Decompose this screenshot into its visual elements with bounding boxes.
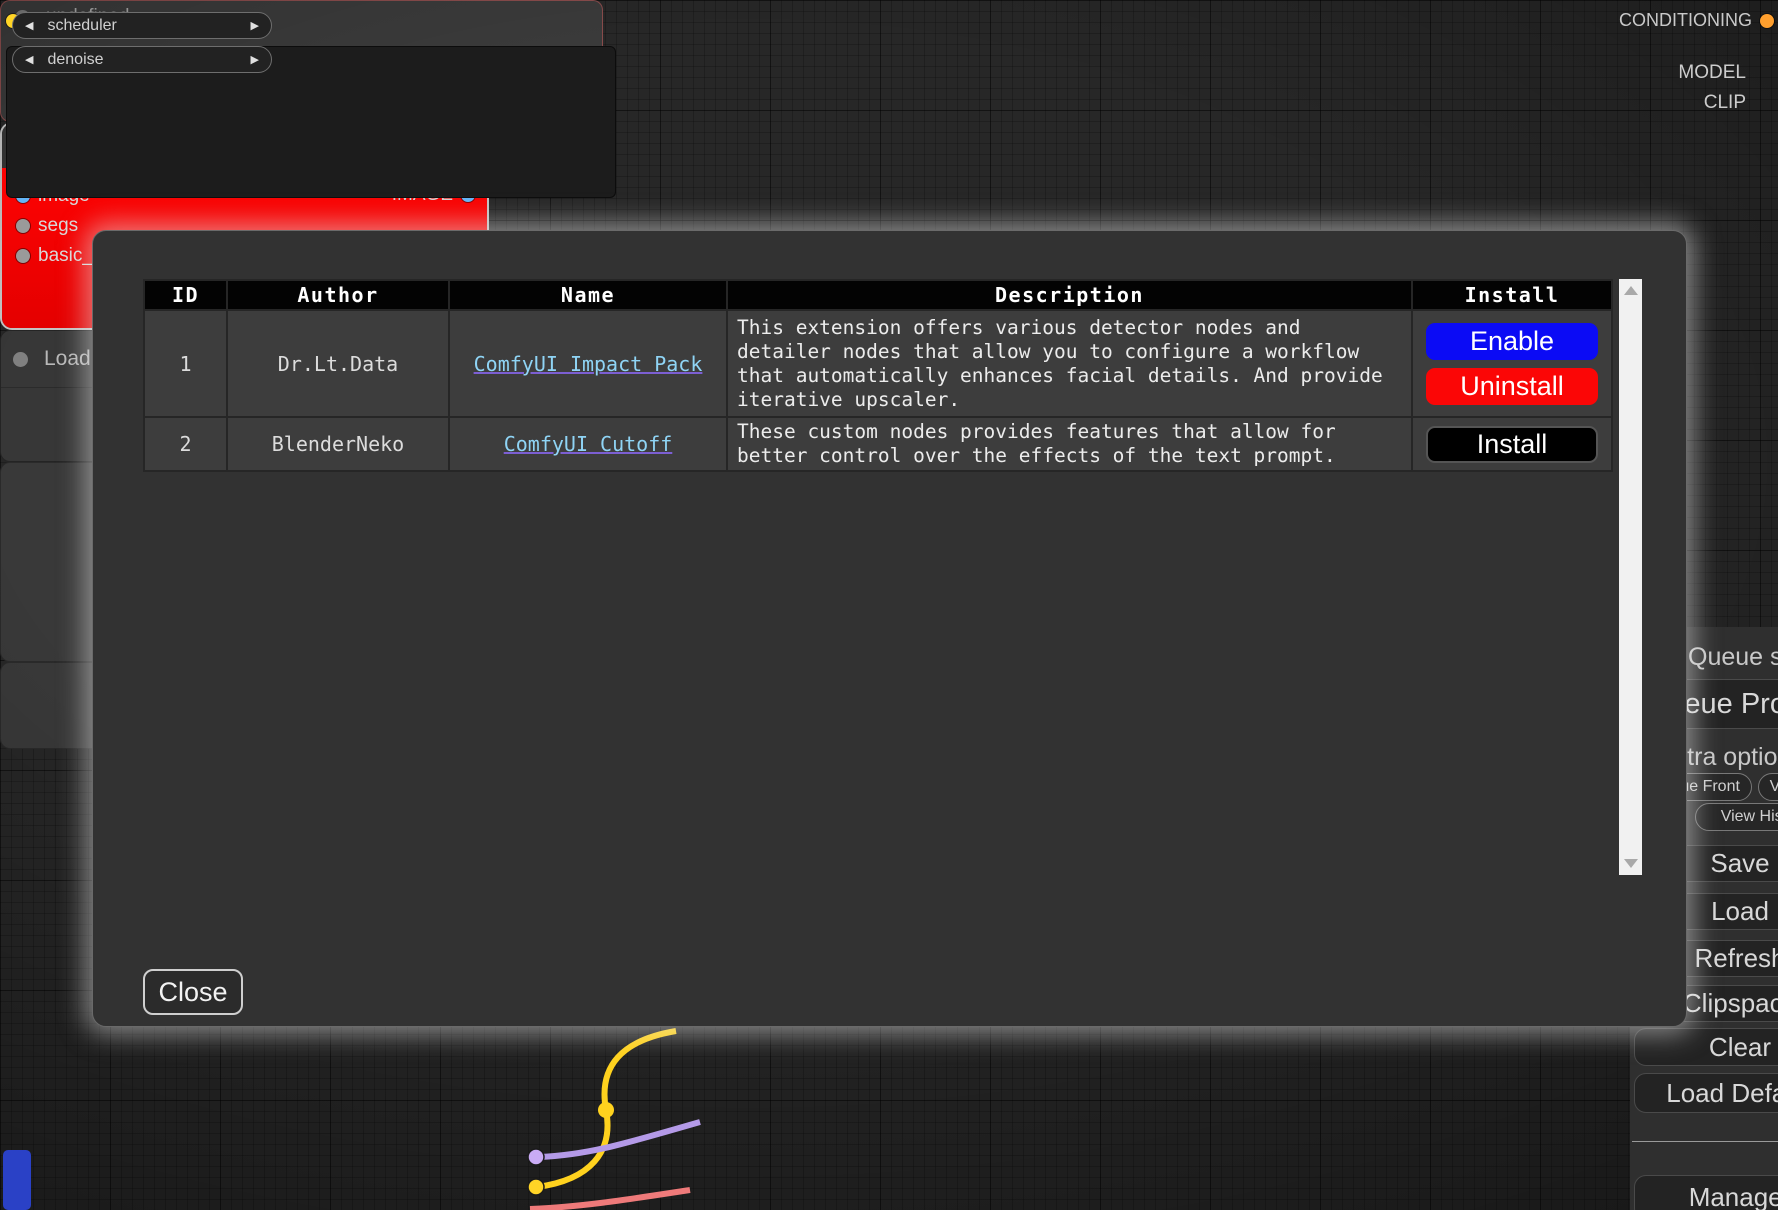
clipspace-label: Clipspace (1682, 988, 1778, 1018)
port-label: CLIP (1703, 92, 1746, 113)
uninstall-button[interactable]: Uninstall (1426, 367, 1598, 405)
output-port-clip[interactable]: CLIP (1704, 92, 1746, 114)
table-row: 2 BlenderNeko ComfyUI Cutoff These custo… (143, 416, 1613, 472)
pack-link[interactable]: ComfyUI Cutoff (503, 432, 673, 456)
custom-nodes-manager-dialog: ID Author Name Description Install 1 Dr.… (92, 230, 1687, 1027)
col-header-id: ID (143, 279, 228, 311)
cell-install: Enable Uninstall (1411, 309, 1613, 418)
table-row: 1 Dr.Lt.Data ComfyUI Impact Pack This ex… (143, 309, 1613, 418)
widget-label: scheduler (47, 16, 117, 34)
input-port-segs[interactable]: segs (16, 215, 78, 237)
output-port-conditioning[interactable]: CONDITIONING (1619, 10, 1774, 31)
output-port-model[interactable]: MODEL (1678, 62, 1746, 84)
model-wire (538, 1119, 701, 1160)
port-label: MODEL (1678, 62, 1746, 83)
cell-description: These custom nodes provides features tha… (726, 416, 1413, 472)
view-history-label: View History (1720, 808, 1778, 825)
port-label: segs (38, 215, 79, 236)
col-header-description: Description (726, 279, 1413, 311)
cell-author: BlenderNeko (226, 416, 450, 472)
scheduler-combo-widget[interactable]: ◀ scheduler ▶ (12, 12, 272, 39)
offscreen-blue-node-partial (3, 1150, 31, 1210)
view-queue-label: View Queue (1769, 778, 1778, 795)
table-header-row: ID Author Name Description Install (143, 279, 1613, 311)
close-label: Close (158, 976, 228, 1007)
port-label: CONDITIONING (1619, 10, 1752, 30)
save-label: Save (1710, 848, 1770, 878)
combo-left-arrow-icon[interactable]: ◀ (25, 20, 34, 32)
widget-label: denoise (47, 50, 104, 68)
col-header-install: Install (1411, 279, 1613, 311)
queue-size-label: Queue size: (1688, 643, 1778, 671)
load-label: Load (1711, 896, 1769, 926)
node-collapse-dot-icon[interactable] (13, 351, 28, 367)
cell-description: This extension offers various detector n… (726, 309, 1413, 418)
load-default-button[interactable]: Load Default (1634, 1073, 1778, 1113)
clear-label: Clear (1708, 1031, 1772, 1062)
refresh-label: Refresh (1694, 943, 1778, 973)
manager-button[interactable]: Manager (1634, 1175, 1778, 1210)
denoise-combo-widget[interactable]: ◀ denoise ▶ (12, 46, 272, 73)
load-default-label: Load Default (1666, 1077, 1778, 1108)
cell-install: Install (1411, 416, 1613, 472)
reroute-dot-icon[interactable] (598, 1102, 614, 1118)
view-queue-button[interactable]: View Queue (1758, 773, 1778, 801)
port-dot-icon[interactable] (1760, 13, 1774, 28)
col-header-author: Author (226, 279, 450, 311)
custom-nodes-table: ID Author Name Description Install 1 Dr.… (143, 279, 1613, 472)
cell-id: 2 (143, 416, 228, 472)
pack-link[interactable]: ComfyUI Impact Pack (473, 351, 703, 376)
cell-name: ComfyUI Impact Pack (448, 309, 728, 418)
clip-port-dot-icon[interactable] (527, 1178, 545, 1196)
close-button[interactable]: Close (143, 969, 243, 1015)
port-dot-icon[interactable] (16, 249, 30, 263)
scroll-down-icon[interactable] (1623, 859, 1638, 868)
menu-divider (1632, 1141, 1778, 1142)
port-dot-icon[interactable] (16, 219, 30, 233)
model-port-dot-icon[interactable] (527, 1148, 545, 1166)
clear-button[interactable]: Clear (1634, 1028, 1778, 1066)
cell-id: 1 (143, 309, 228, 418)
combo-right-arrow-icon[interactable]: ▶ (250, 54, 259, 66)
col-header-name: Name (448, 279, 728, 311)
view-history-button[interactable]: View History (1695, 803, 1778, 831)
cell-author: Dr.Lt.Data (226, 309, 450, 418)
vae-wire (529, 1187, 691, 1210)
clip-wire (536, 1028, 677, 1190)
table-scrollbar[interactable] (1619, 279, 1642, 875)
combo-left-arrow-icon[interactable]: ◀ (25, 54, 34, 66)
cell-name: ComfyUI Cutoff (448, 416, 728, 472)
manager-label: Manager (1688, 1182, 1778, 1210)
scroll-up-icon[interactable] (1623, 286, 1638, 295)
install-button[interactable]: Install (1426, 425, 1598, 463)
combo-right-arrow-icon[interactable]: ▶ (250, 20, 259, 32)
enable-button[interactable]: Enable (1426, 322, 1598, 360)
